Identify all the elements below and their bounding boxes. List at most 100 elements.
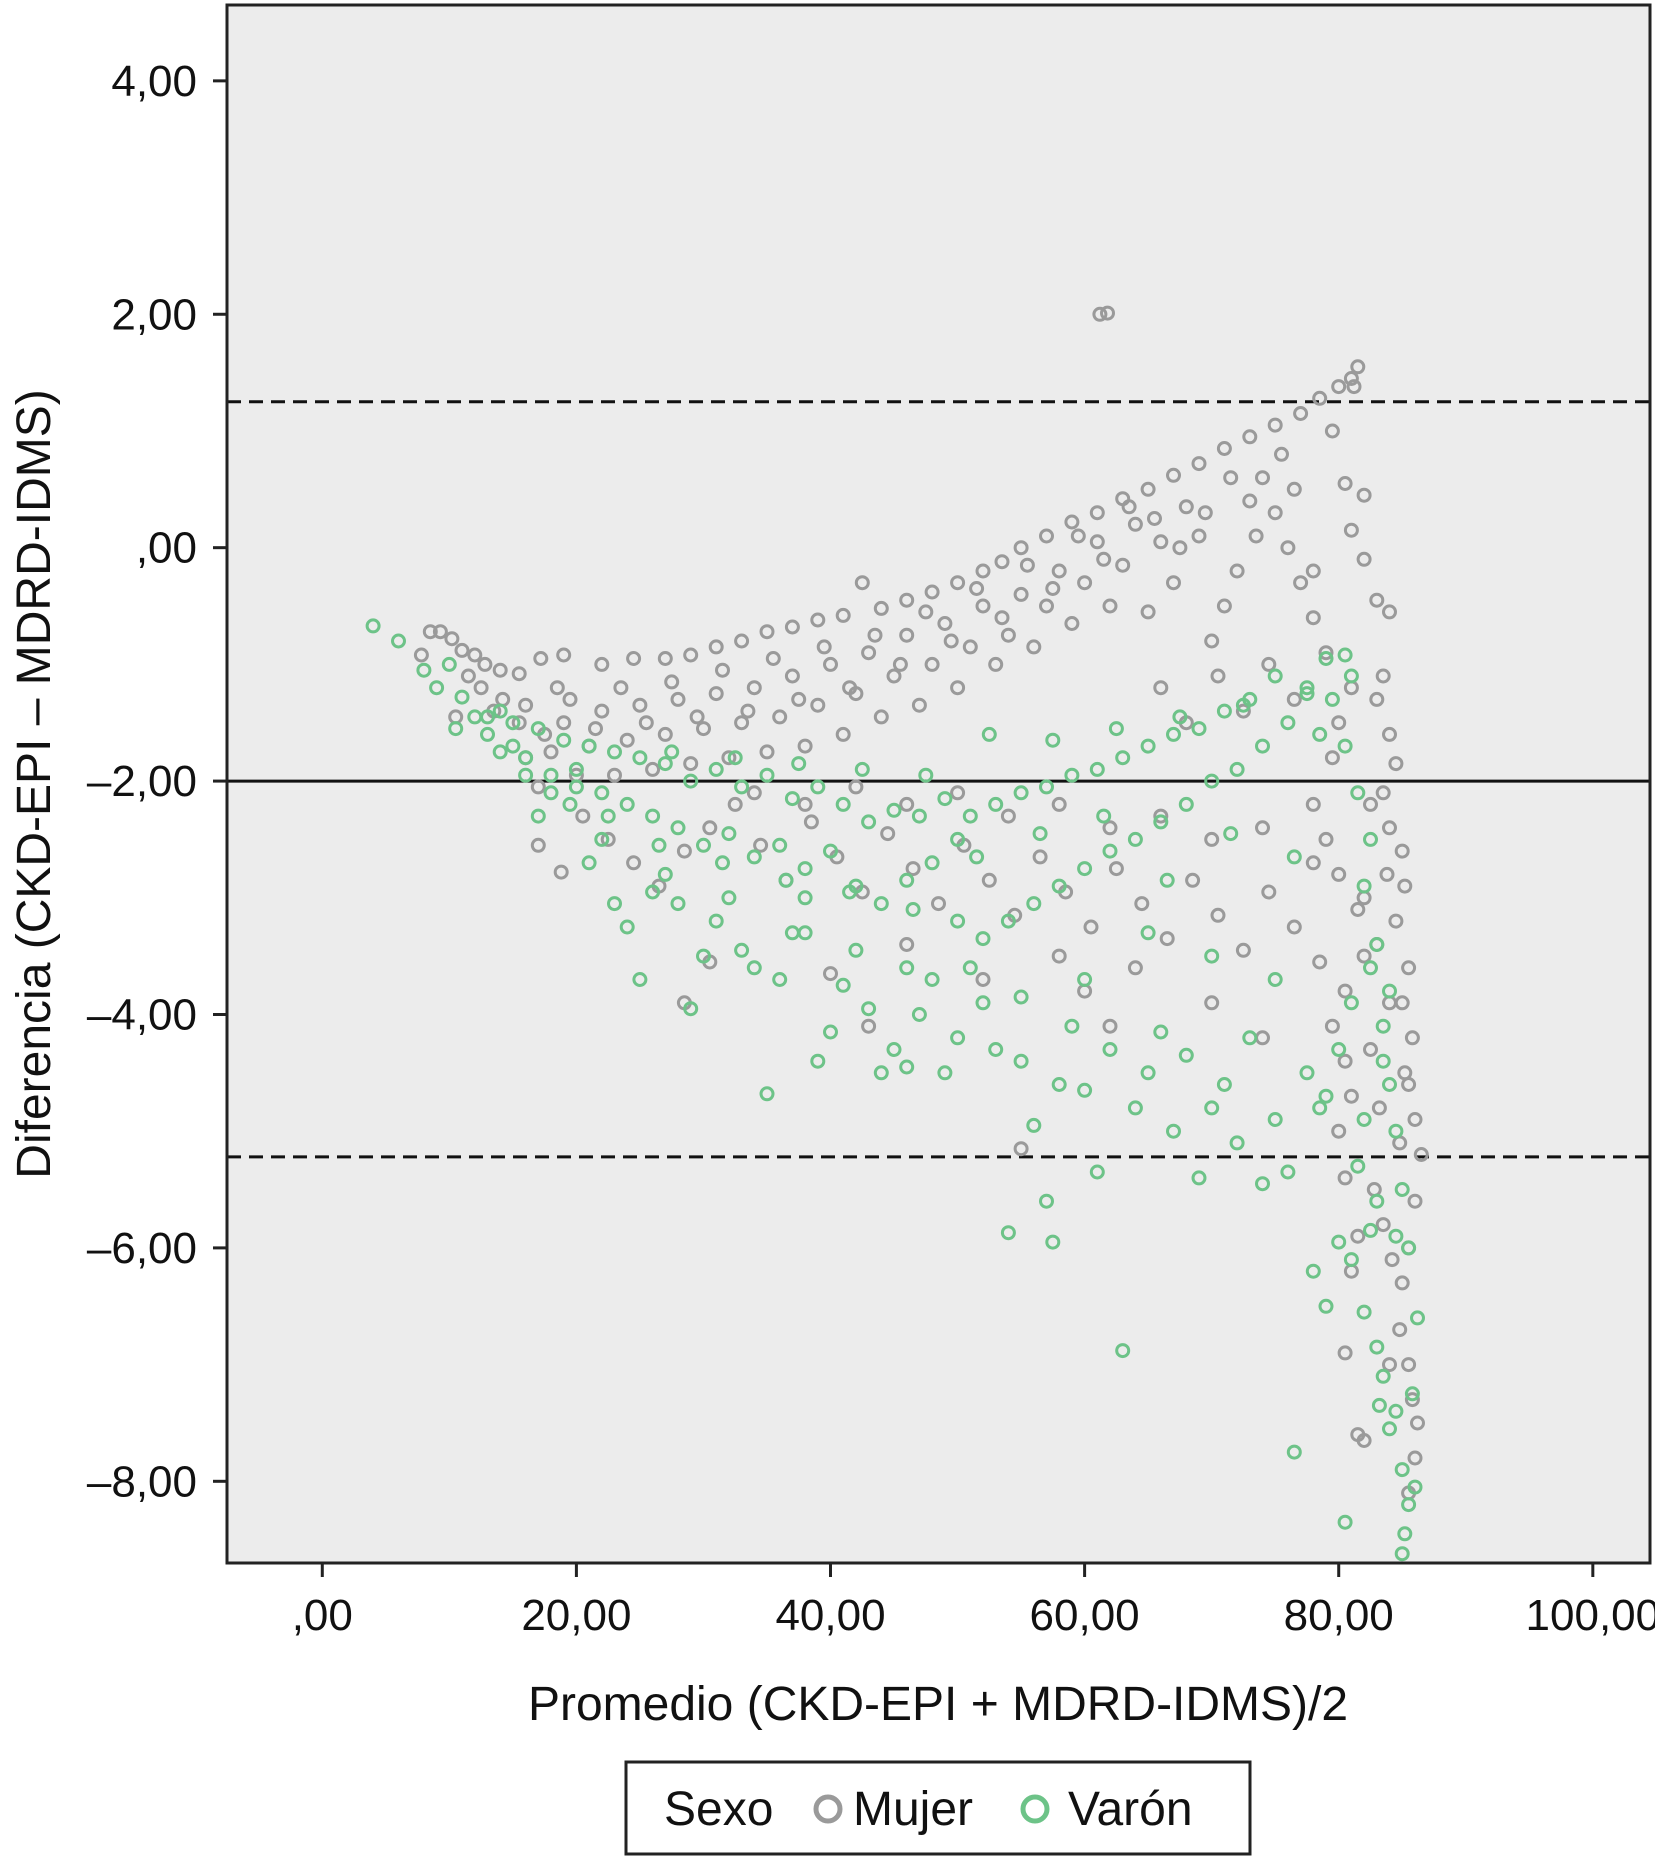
data-point	[638, 715, 654, 731]
data-point	[413, 647, 429, 663]
data-point	[626, 855, 642, 871]
data-point	[530, 779, 546, 795]
data-point	[518, 697, 534, 713]
data-point	[1242, 429, 1258, 445]
data-point	[1375, 785, 1391, 801]
data-point	[1407, 1479, 1423, 1495]
data-point	[416, 662, 432, 678]
data-point	[556, 715, 572, 731]
data-point	[1140, 925, 1156, 941]
data-point	[823, 1024, 838, 1040]
data-point	[549, 680, 565, 696]
data-point	[816, 639, 832, 655]
data-point	[823, 966, 838, 982]
data-point	[1404, 1030, 1420, 1046]
data-point	[715, 855, 730, 871]
data-point	[492, 703, 508, 719]
data-point	[1318, 1088, 1334, 1104]
data-point	[950, 831, 966, 847]
data-point	[1248, 528, 1264, 544]
data-point	[1000, 913, 1016, 929]
data-point	[791, 691, 807, 707]
data-point	[1384, 1252, 1400, 1268]
data-point	[1356, 1112, 1372, 1127]
data-point	[734, 633, 750, 649]
data-point	[1286, 1444, 1302, 1460]
data-point	[1346, 379, 1362, 395]
data-point	[1305, 563, 1321, 579]
data-point	[937, 791, 953, 807]
data-point	[759, 624, 775, 640]
data-point	[1255, 738, 1270, 754]
data-point	[581, 738, 597, 754]
x-tick-label: 100,00	[1526, 1591, 1655, 1640]
data-point	[778, 872, 794, 888]
data-point	[1337, 1514, 1353, 1530]
data-point	[1026, 639, 1042, 655]
data-point	[962, 639, 978, 655]
data-point	[1388, 1228, 1404, 1244]
data-point	[1089, 1164, 1105, 1180]
data-point	[1045, 732, 1061, 748]
data-point	[1404, 1386, 1420, 1402]
data-point	[797, 796, 813, 812]
data-point	[600, 808, 616, 824]
data-point	[1392, 1322, 1408, 1338]
data-point	[1064, 767, 1080, 783]
data-point	[657, 866, 673, 882]
data-point	[918, 604, 934, 620]
plot-background	[227, 5, 1650, 1563]
plot-frame	[225, 3, 1652, 1565]
data-point	[810, 697, 826, 713]
data-point	[683, 773, 699, 789]
data-point	[1166, 726, 1181, 742]
data-point	[1216, 441, 1232, 456]
y-tick-label: –6,00	[87, 1224, 197, 1273]
data-point	[969, 581, 985, 596]
data-point	[1096, 551, 1112, 567]
data-point	[1039, 1193, 1054, 1209]
data-point	[905, 902, 921, 917]
data-point	[1394, 1546, 1410, 1562]
data-point	[473, 680, 489, 696]
data-point	[454, 642, 470, 658]
data-point	[892, 656, 908, 672]
data-point	[842, 680, 858, 696]
data-point	[613, 680, 629, 696]
data-point	[441, 656, 457, 672]
data-point	[1369, 1339, 1385, 1355]
data-point	[842, 884, 858, 900]
y-tick-label: ,00	[136, 524, 197, 573]
y-tick-label: 4,00	[111, 57, 197, 106]
data-point	[721, 826, 737, 842]
data-point	[448, 721, 464, 737]
data-point	[1356, 878, 1372, 894]
data-point	[1204, 948, 1220, 964]
data-point	[1223, 470, 1239, 486]
data-point	[575, 808, 591, 824]
data-point	[480, 726, 495, 742]
data-point	[1204, 831, 1220, 847]
data-point	[981, 726, 997, 742]
data-point	[988, 796, 1004, 812]
legend-marker-mujer	[813, 1794, 843, 1824]
data-point	[1299, 1065, 1315, 1081]
data-point	[899, 937, 915, 952]
data-point	[1312, 954, 1328, 970]
data-point	[873, 600, 889, 616]
data-point	[1375, 668, 1391, 684]
data-point	[1096, 808, 1112, 824]
data-point	[1350, 359, 1366, 375]
data-point	[823, 843, 838, 859]
data-point	[734, 715, 750, 731]
data-point	[619, 732, 635, 748]
data-point	[1343, 1088, 1359, 1104]
data-point	[1045, 1234, 1061, 1250]
data-point	[1267, 972, 1283, 987]
data-point	[962, 808, 978, 824]
data-point	[1363, 1222, 1378, 1238]
x-tick-label: 80,00	[1284, 1591, 1394, 1640]
data-point	[1070, 528, 1086, 544]
data-point	[1397, 878, 1413, 894]
data-point	[1261, 656, 1277, 672]
